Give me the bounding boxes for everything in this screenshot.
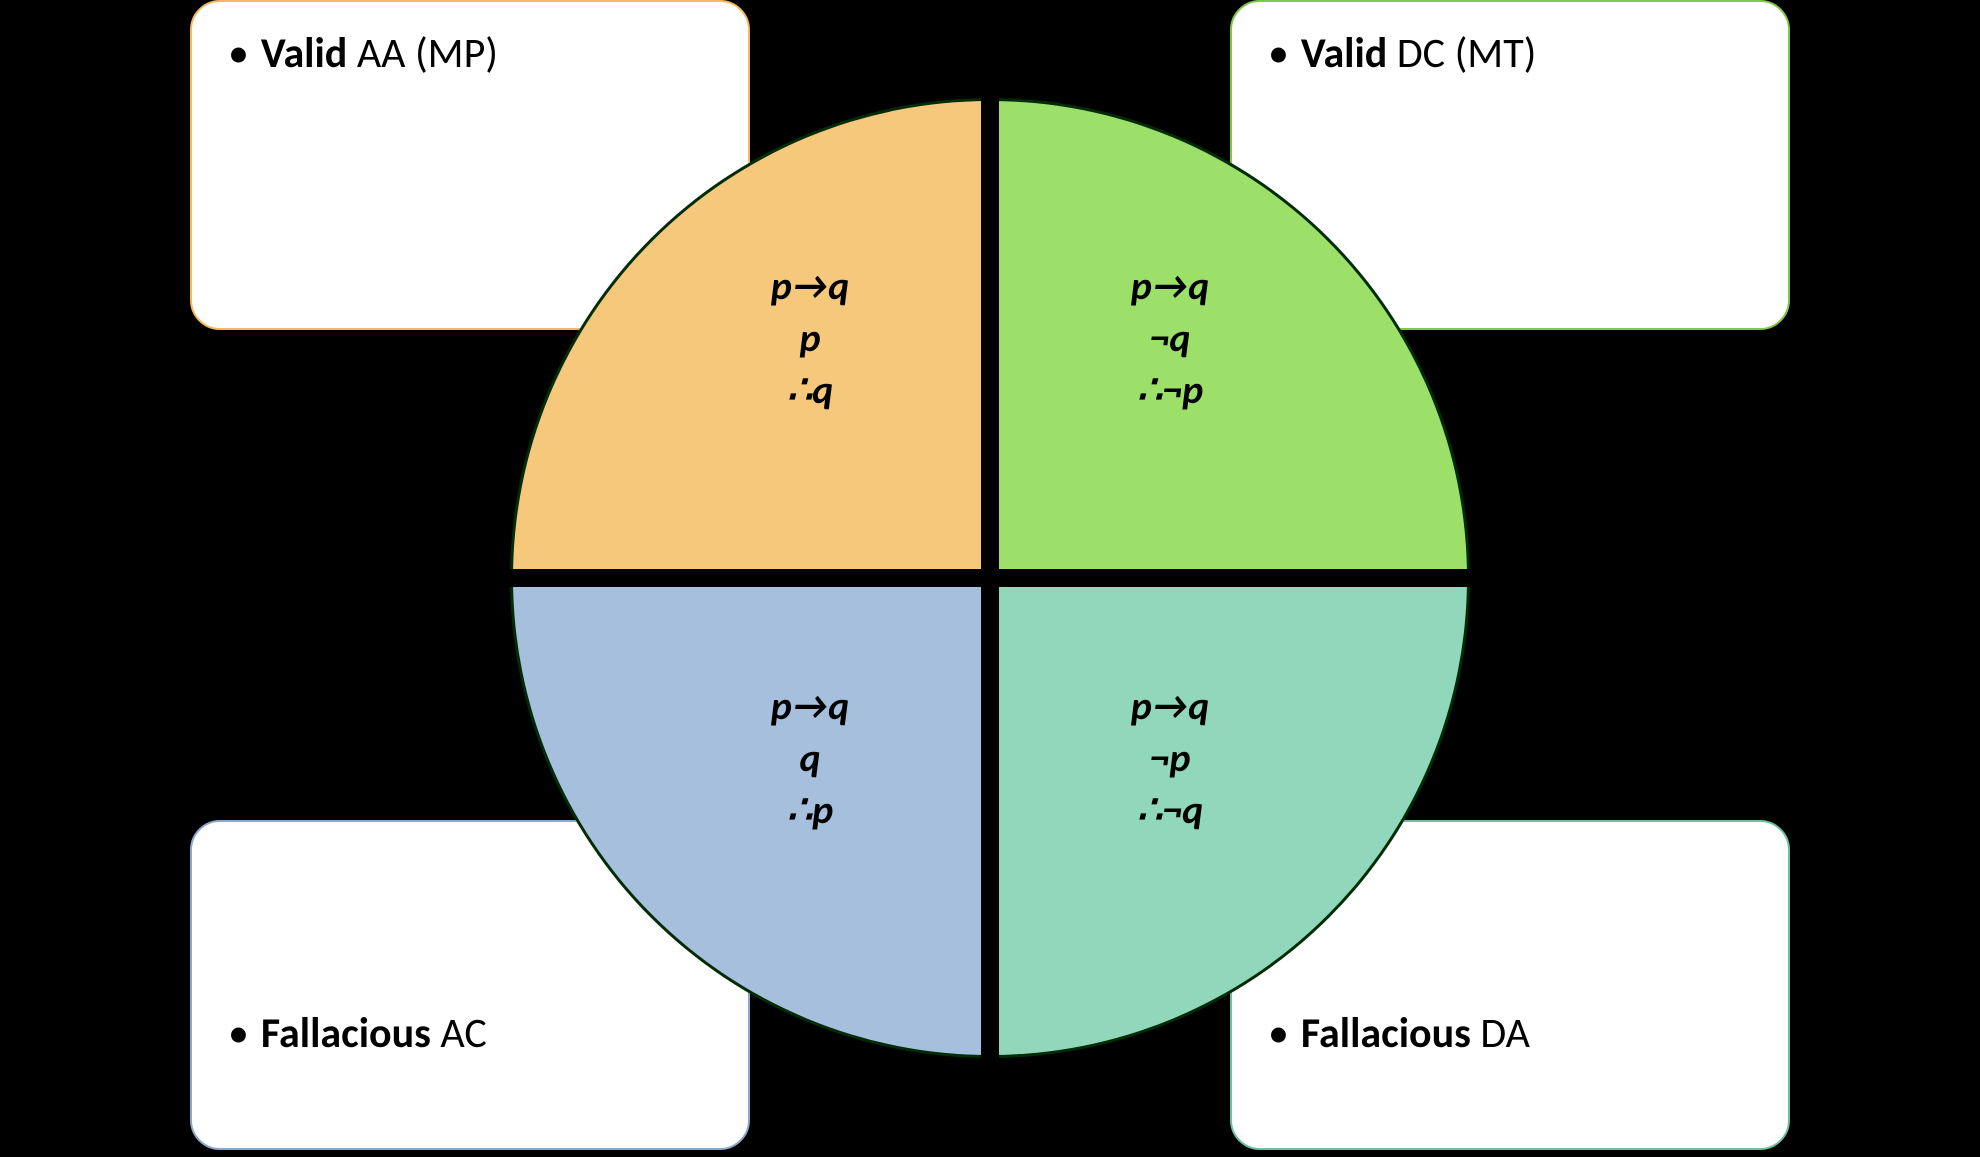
- bullet-icon: •: [1268, 1008, 1289, 1061]
- bullet-icon: •: [228, 1008, 249, 1061]
- formula-line: ∴q: [680, 364, 940, 416]
- formula-line: ∴p: [680, 784, 940, 836]
- card-bold: Fallacious: [261, 1008, 431, 1059]
- card-text: •Valid AA (MP): [228, 28, 712, 81]
- formula-line: p→q: [680, 680, 940, 732]
- formula-line: p→q: [1040, 680, 1300, 732]
- pie-label-tr: p→q ¬q ∴¬p: [1040, 260, 1300, 416]
- card-rest: DC (MT): [1387, 28, 1536, 79]
- formula-line: ¬q: [1040, 312, 1300, 364]
- pie-label-bl: p→q q ∴p: [680, 680, 940, 836]
- pie-label-br: p→q ¬p ∴¬q: [1040, 680, 1300, 836]
- card-bold: Valid: [261, 28, 347, 79]
- divider-horizontal: [510, 569, 1470, 587]
- diagram-stage: •Valid AA (MP) •Valid DC (MT) •Fallaciou…: [0, 0, 1980, 1157]
- card-text: •Fallacious DA: [1268, 1008, 1752, 1061]
- formula-line: p: [680, 312, 940, 364]
- bullet-icon: •: [228, 28, 249, 81]
- card-text: •Fallacious AC: [228, 1008, 712, 1061]
- formula-line: ¬p: [1040, 732, 1300, 784]
- card-bold: Valid: [1301, 28, 1387, 79]
- formula-line: ∴¬q: [1040, 784, 1300, 836]
- card-rest: AA (MP): [347, 28, 498, 79]
- formula-line: p→q: [680, 260, 940, 312]
- card-rest: DA: [1471, 1008, 1530, 1059]
- formula-line: p→q: [1040, 260, 1300, 312]
- pie-label-tl: p→q p ∴q: [680, 260, 940, 416]
- card-rest: AC: [431, 1008, 487, 1059]
- card-text: •Valid DC (MT): [1268, 28, 1752, 81]
- formula-line: ∴¬p: [1040, 364, 1300, 416]
- card-bold: Fallacious: [1301, 1008, 1471, 1059]
- bullet-icon: •: [1268, 28, 1289, 81]
- formula-line: q: [680, 732, 940, 784]
